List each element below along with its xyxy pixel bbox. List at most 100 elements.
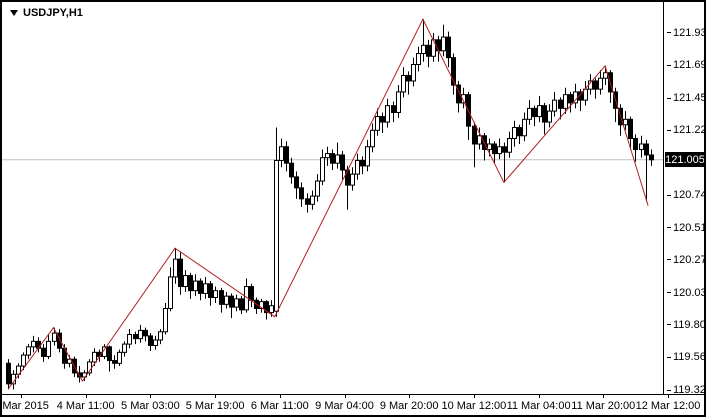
candle-body-bull (310, 195, 315, 205)
candle-body-bull (138, 329, 143, 340)
candle-body-bull (269, 305, 274, 314)
candle-body-bear (148, 335, 153, 346)
candle-body-bull (163, 307, 168, 333)
candle-body-bear (188, 275, 193, 292)
candle-body-bull (385, 105, 390, 123)
candle-body-bull (547, 110, 552, 123)
price-axis-label: 121.220 (667, 124, 704, 136)
candle-body-bear (143, 329, 148, 337)
candle-body-bull (365, 146, 370, 167)
candle-body-bull (234, 298, 239, 308)
price-tick-mark (667, 389, 671, 391)
candle-body-bull (461, 94, 466, 104)
time-tick-mark (21, 394, 22, 398)
candle-body-bear (391, 105, 396, 113)
price-axis-label: 119.800 (667, 319, 704, 331)
candle-body-bull (203, 283, 208, 294)
candle-body-bull (26, 346, 31, 356)
candle-body-bear (593, 80, 598, 90)
candle-body-bull (416, 53, 421, 66)
time-axis-label: 5 Mar 19:00 (185, 400, 245, 412)
candle-body-bull (370, 129, 375, 148)
candle-body-bull (279, 146, 284, 161)
time-tick-mark (279, 394, 281, 398)
time-tick-mark (409, 394, 411, 398)
zigzag-indicator-line (7, 18, 649, 390)
candle-body-bull (497, 146, 502, 155)
candle-body-bull (52, 332, 57, 342)
candle-body-bull (563, 94, 568, 109)
candle-body-bear (340, 154, 345, 171)
candle-body-bear (542, 105, 547, 123)
current-price-tag: 121.005 (665, 152, 704, 168)
candle-body-bull (259, 301, 264, 309)
candle-body-bull (315, 180, 320, 197)
candle-body-bear (451, 57, 456, 86)
candle-body-bear (299, 187, 304, 200)
candle-body-bull (411, 64, 416, 82)
candlestick-chart[interactable] (2, 2, 663, 394)
candle-body-bull (598, 77, 603, 90)
candle-body-bull (183, 275, 188, 288)
candle-body-bull (603, 72, 608, 79)
price-tick-mark (667, 292, 671, 294)
candle-body-bull (92, 351, 97, 363)
candle-body-bear (628, 118, 633, 140)
candle-body-bull (21, 354, 26, 367)
candle-body-bull (350, 173, 355, 186)
candle-body-bull (320, 157, 325, 182)
time-axis-label: 5 Mar 03:00 (121, 400, 180, 412)
candle-body-bull (168, 276, 173, 309)
time-axis-label: 11 Mar 20:00 (571, 400, 636, 412)
price-tick-mark (667, 259, 671, 261)
time-tick-mark (215, 394, 217, 398)
candle-body-bear (644, 143, 649, 156)
candle-body-bull (31, 340, 36, 348)
candle-body-bull (127, 334, 132, 345)
candle-body-bear (558, 99, 563, 109)
candle-body-bull (122, 343, 127, 353)
candle-body-bear (133, 334, 138, 340)
candle-body-bear (472, 125, 477, 145)
candle-body-bull (487, 143, 492, 150)
candle-body-bear (107, 346, 112, 362)
price-axis-label: 121.455 (667, 92, 704, 104)
symbol-badge[interactable]: USDJPY,H1 (10, 7, 83, 19)
candle-body-bull (117, 351, 122, 364)
candle-body-bear (239, 298, 244, 311)
candle-body-bear (380, 116, 385, 123)
time-axis-label: 11 Mar 04:00 (506, 400, 571, 412)
symbol-label: USDJPY,H1 (23, 7, 83, 19)
candle-body-bear (649, 154, 654, 161)
candle-body-bear (264, 301, 269, 314)
candle-body-bull (401, 74, 406, 93)
candle-body-bull (213, 290, 218, 299)
candle-body-bear (284, 146, 289, 164)
time-tick-mark (603, 394, 605, 398)
candle-body-bear (492, 143, 497, 155)
candle-body-bear (446, 36, 451, 59)
time-axis-label: 10 Mar 12:00 (441, 400, 507, 412)
time-axis[interactable]: 3 Mar 2015 4 Mar 11:00 5 Mar 03:00 5 Mar 19… (2, 394, 704, 415)
candle-body-bull (173, 258, 178, 278)
candle-body-bear (112, 360, 117, 364)
time-axis-label: 12 Mar 12:00 (635, 400, 701, 412)
candle-body-bear (41, 347, 46, 357)
candle-body-bull (274, 159, 279, 312)
plot-area[interactable] (2, 2, 663, 394)
price-axis[interactable]: 121.005 121.930 121.695 121.455 121.220 120.… (663, 2, 704, 396)
time-tick-mark (344, 394, 346, 398)
candle-body-bull (512, 127, 517, 140)
candle-body-bear (219, 290, 224, 305)
price-axis-label: 121.695 (667, 59, 704, 71)
candle-body-bear (289, 162, 294, 178)
candle-body-bear (360, 159, 365, 167)
candle-body-bull (441, 36, 446, 52)
time-tick-mark (668, 394, 669, 398)
price-axis-label: 121.930 (667, 27, 704, 39)
candle-body-bear (178, 258, 183, 288)
candle-body-bull (431, 39, 436, 57)
candle-body-bull (552, 99, 557, 112)
candle-body-bull (375, 116, 380, 131)
